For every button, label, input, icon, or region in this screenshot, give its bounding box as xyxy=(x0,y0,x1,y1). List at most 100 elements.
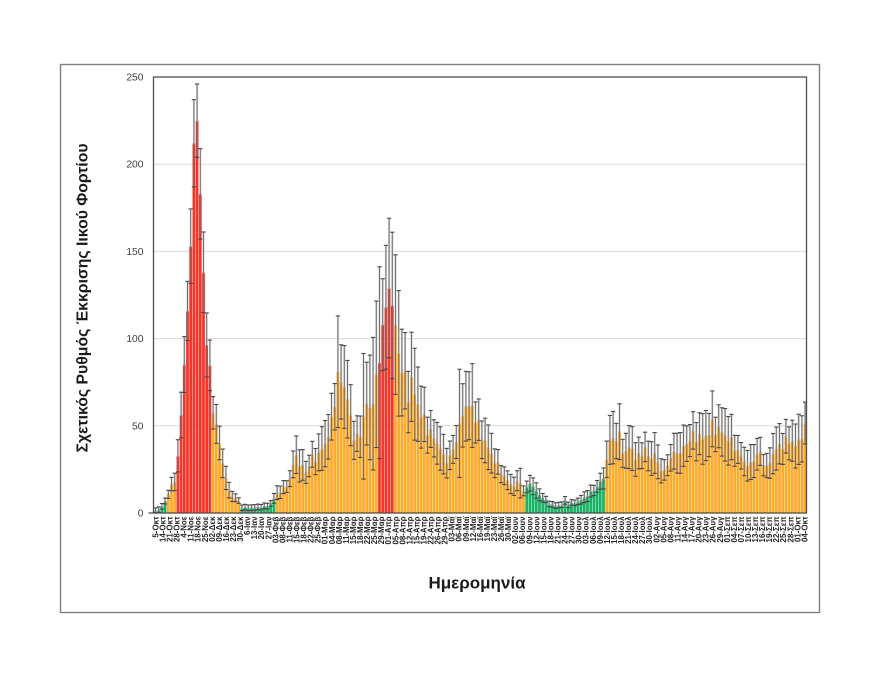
svg-text:11-Νοε: 11-Νοε xyxy=(187,516,196,541)
svg-text:28-Σεπ: 28-Σεπ xyxy=(786,517,795,543)
svg-text:03-Φεβ: 03-Φεβ xyxy=(271,516,280,543)
svg-text:23-Δεκ: 23-Δεκ xyxy=(229,516,238,542)
svg-text:12-Ιουν: 12-Ιουν xyxy=(532,516,541,544)
svg-text:30-Ιουλ: 30-Ιουλ xyxy=(645,516,654,544)
svg-text:01-Σεπ: 01-Σεπ xyxy=(723,517,732,543)
svg-text:09-Μαϊ: 09-Μαϊ xyxy=(462,516,471,542)
svg-text:24-Ιουλ: 24-Ιουλ xyxy=(631,516,640,544)
svg-text:11-Μαρ: 11-Μαρ xyxy=(342,516,351,543)
svg-text:10-Σεπ: 10-Σεπ xyxy=(744,517,753,543)
svg-text:22-Φεβ: 22-Φεβ xyxy=(307,516,316,543)
svg-text:07-Σεπ: 07-Σεπ xyxy=(737,517,746,543)
svg-text:06-Ιουν: 06-Ιουν xyxy=(518,516,527,544)
svg-text:04-Σεπ: 04-Σεπ xyxy=(730,517,739,543)
svg-text:11-Αυγ: 11-Αυγ xyxy=(673,516,682,542)
svg-text:21-Οκτ: 21-Οκτ xyxy=(166,516,175,542)
svg-text:04-Μαρ: 04-Μαρ xyxy=(328,516,337,544)
svg-text:19-Σεπ: 19-Σεπ xyxy=(765,517,774,543)
svg-text:16-Δεκ: 16-Δεκ xyxy=(222,516,231,542)
svg-text:02-Ιουν: 02-Ιουν xyxy=(511,516,520,544)
svg-text:12-Μαϊ: 12-Μαϊ xyxy=(469,516,478,542)
svg-text:150: 150 xyxy=(126,247,143,258)
svg-text:18-Ιουλ: 18-Ιουλ xyxy=(617,516,626,544)
svg-text:30-Μαϊ: 30-Μαϊ xyxy=(504,516,513,542)
svg-text:09-Ιουλ: 09-Ιουλ xyxy=(596,516,605,544)
svg-text:16-Μαϊ: 16-Μαϊ xyxy=(476,516,485,542)
svg-text:01-Οκτ: 01-Οκτ xyxy=(793,516,802,542)
svg-text:06-Μαϊ: 06-Μαϊ xyxy=(455,516,464,542)
svg-text:Ημερομηνία: Ημερομηνία xyxy=(428,574,526,593)
svg-text:29-Αυγ: 29-Αυγ xyxy=(716,516,725,543)
svg-text:01-Μαρ: 01-Μαρ xyxy=(321,516,330,544)
svg-text:200: 200 xyxy=(126,160,143,171)
svg-text:23-Αυγ: 23-Αυγ xyxy=(702,516,711,543)
svg-text:08-Αυγ: 08-Αυγ xyxy=(666,516,675,543)
svg-text:6-Ιαν: 6-Ιαν xyxy=(243,516,252,535)
svg-text:15-Φεβ: 15-Φεβ xyxy=(292,516,301,543)
svg-text:16-Σεπ: 16-Σεπ xyxy=(758,517,767,543)
svg-text:27-Ιουν: 27-Ιουν xyxy=(568,516,577,544)
svg-text:25-Μαρ: 25-Μαρ xyxy=(370,516,379,544)
svg-text:0: 0 xyxy=(138,509,144,520)
svg-text:20-Αυγ: 20-Αυγ xyxy=(695,516,704,543)
svg-text:50: 50 xyxy=(132,421,144,432)
svg-text:25-Φεβ: 25-Φεβ xyxy=(314,516,323,543)
svg-text:03-Μαϊ: 03-Μαϊ xyxy=(448,516,457,542)
svg-text:04-Οκτ: 04-Οκτ xyxy=(800,516,809,542)
svg-text:15-Απρ: 15-Απρ xyxy=(412,516,421,544)
svg-text:4-Νοε: 4-Νοε xyxy=(180,516,189,538)
svg-text:25-Νοε: 25-Νοε xyxy=(201,516,210,542)
svg-text:05-Αυγ: 05-Αυγ xyxy=(659,516,668,543)
svg-text:27-Ιαν: 27-Ιαν xyxy=(264,516,273,539)
svg-text:13-Ιαν: 13-Ιαν xyxy=(250,516,259,539)
svg-text:08-Μαρ: 08-Μαρ xyxy=(335,516,344,544)
svg-text:13-Σεπ: 13-Σεπ xyxy=(751,517,760,543)
svg-text:27-Ιουλ: 27-Ιουλ xyxy=(638,516,647,544)
svg-text:29-Απρ: 29-Απρ xyxy=(441,516,450,544)
svg-text:19-Μαϊ: 19-Μαϊ xyxy=(483,516,492,542)
svg-text:14-Αυγ: 14-Αυγ xyxy=(680,516,689,543)
svg-text:18-Ιουν: 18-Ιουν xyxy=(546,516,555,544)
svg-text:Σχετικός Ρυθμός Έκκρισης Ιικού: Σχετικός Ρυθμός Έκκρισης Ιικού Φορτίου xyxy=(75,143,92,452)
svg-text:15-Ιουν: 15-Ιουν xyxy=(539,516,548,544)
svg-text:14-Οκτ: 14-Οκτ xyxy=(158,516,167,542)
svg-text:15-Μαρ: 15-Μαρ xyxy=(349,516,358,544)
svg-text:26-Αυγ: 26-Αυγ xyxy=(709,516,718,543)
svg-text:08-Φεβ: 08-Φεβ xyxy=(278,516,287,543)
svg-text:19-Απρ: 19-Απρ xyxy=(419,516,428,544)
svg-text:08-Απρ: 08-Απρ xyxy=(398,516,407,544)
svg-text:22-Σεπ: 22-Σεπ xyxy=(772,517,781,543)
svg-text:18-Φεβ: 18-Φεβ xyxy=(300,516,309,543)
svg-text:09-Ιουν: 09-Ιουν xyxy=(525,516,534,544)
svg-text:24-Ιουν: 24-Ιουν xyxy=(561,516,570,544)
svg-text:22-Απρ: 22-Απρ xyxy=(427,516,436,544)
svg-text:5-Οκτ: 5-Οκτ xyxy=(151,516,160,538)
svg-text:11-Φεβ: 11-Φεβ xyxy=(285,516,294,542)
svg-text:09-Δεκ: 09-Δεκ xyxy=(215,516,224,542)
svg-text:30-Ιουν: 30-Ιουν xyxy=(575,516,584,544)
svg-text:22-Μαρ: 22-Μαρ xyxy=(363,516,372,544)
svg-text:18-Μαρ: 18-Μαρ xyxy=(356,516,365,544)
svg-text:29-Μαρ: 29-Μαρ xyxy=(377,516,386,544)
svg-text:12-Ιουλ: 12-Ιουλ xyxy=(603,516,612,544)
svg-text:25-Σεπ: 25-Σεπ xyxy=(779,517,788,543)
svg-text:21-Ιουλ: 21-Ιουλ xyxy=(624,516,633,544)
svg-text:30-Δεκ: 30-Δεκ xyxy=(236,516,245,542)
svg-text:26-Μαϊ: 26-Μαϊ xyxy=(497,516,506,542)
svg-text:01-Απρ: 01-Απρ xyxy=(384,516,393,544)
svg-text:05-Απρ: 05-Απρ xyxy=(391,516,400,544)
svg-text:06-Ιουλ: 06-Ιουλ xyxy=(589,516,598,544)
svg-text:17-Αυγ: 17-Αυγ xyxy=(688,516,697,543)
svg-text:15-Ιουλ: 15-Ιουλ xyxy=(610,516,619,544)
svg-text:02-Δεκ: 02-Δεκ xyxy=(208,516,217,542)
svg-text:100: 100 xyxy=(126,334,143,345)
svg-text:250: 250 xyxy=(126,73,143,84)
svg-text:26-Απρ: 26-Απρ xyxy=(434,516,443,544)
svg-text:03-Ιουλ: 03-Ιουλ xyxy=(582,516,591,544)
svg-text:02-Αυγ: 02-Αυγ xyxy=(652,516,661,543)
svg-text:20-Ιαν: 20-Ιαν xyxy=(257,516,266,539)
svg-text:23-Μαϊ: 23-Μαϊ xyxy=(490,516,499,542)
svg-text:21-Ιουν: 21-Ιουν xyxy=(554,516,563,544)
svg-text:18-Νοε: 18-Νοε xyxy=(194,516,203,542)
svg-text:28-Οκτ: 28-Οκτ xyxy=(173,516,182,542)
